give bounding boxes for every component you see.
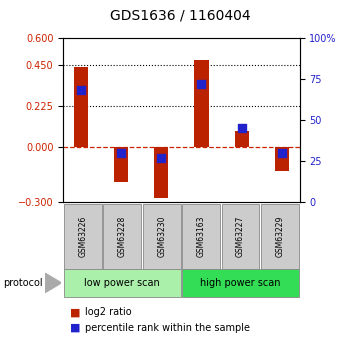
Point: [279, 150, 285, 156]
Text: protocol: protocol: [4, 278, 43, 288]
Bar: [275, 147, 289, 171]
Text: GSM63163: GSM63163: [197, 216, 206, 257]
Text: high power scan: high power scan: [200, 278, 281, 288]
Bar: [195, 60, 209, 147]
Text: GDS1636 / 1160404: GDS1636 / 1160404: [110, 9, 251, 22]
Text: log2 ratio: log2 ratio: [85, 307, 131, 317]
Text: ■: ■: [70, 307, 81, 317]
Point: [78, 88, 84, 93]
Text: low power scan: low power scan: [84, 278, 160, 288]
Point: [118, 150, 124, 156]
Text: GSM63226: GSM63226: [78, 216, 87, 257]
Bar: [74, 67, 88, 147]
Bar: [235, 131, 249, 147]
Point: [199, 81, 204, 87]
Point: [239, 125, 244, 131]
Text: ■: ■: [70, 323, 81, 333]
Polygon shape: [45, 273, 61, 293]
Bar: [154, 147, 168, 198]
Text: GSM63230: GSM63230: [157, 216, 166, 257]
Text: GSM63228: GSM63228: [118, 216, 127, 257]
Point: [158, 155, 164, 160]
Text: GSM63229: GSM63229: [275, 216, 284, 257]
Text: percentile rank within the sample: percentile rank within the sample: [85, 323, 250, 333]
Text: GSM63227: GSM63227: [236, 216, 245, 257]
Bar: [114, 147, 128, 182]
